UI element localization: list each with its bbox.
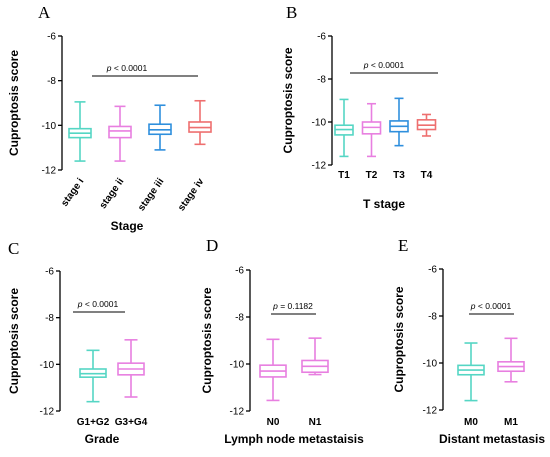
box-t1 [334,98,354,158]
p-value-text: < 0.0001 [83,299,119,309]
x-category-label: stage iii [136,176,166,213]
x-category-label: T2 [366,170,378,181]
y-axis-label: Cuproptosis score [7,50,21,156]
x-category-label: M1 [504,417,518,428]
p-symbol: p [106,63,112,73]
box-t3 [389,97,409,147]
y-tick-label: -6 [317,32,326,43]
box-stage-iv [188,99,212,146]
p-value-text: = 0.1182 [278,301,313,311]
y-tick-label: -12 [42,166,57,177]
y-tick-label: -6 [235,266,244,277]
y-tick-label: -8 [45,313,54,324]
p-symbol: p [363,60,369,70]
p-value-label: p = 0.1182 [272,301,313,311]
p-symbol: p [272,301,278,311]
panel-letter: E [398,236,408,255]
box-t4 [416,113,437,137]
y-tick-label: -10 [312,118,327,129]
panel-c: C -6 -8 -10 -12 Cuproptosis score G1+G2 G3+G4 Gr… [7,239,148,446]
box-g1-g2 [79,349,107,403]
panel-letter: B [286,3,297,22]
x-category-label: stage iv [176,176,207,213]
panel-e: E -6 -8 -10 -12 Cuproptosis score M0 M1 Distant … [392,236,545,446]
y-tick-label: -6 [428,265,437,276]
x-axis-label: Lymph node metastaisis [224,432,364,446]
y-tick-label: -8 [428,312,437,323]
x-category-label: G3+G4 [115,417,148,428]
box-t2 [361,102,382,158]
p-value-text: < 0.0001 [369,60,405,70]
x-axis-label: Stage [111,219,144,233]
x-axis-label: Distant metastasis [439,432,545,446]
x-category-label: M0 [464,417,478,428]
box-stage-ii [108,105,132,162]
panel-a: A -6 -8 -10 -12 Cuproptosis score stage i stage… [7,3,212,233]
box-n1 [301,337,329,376]
box-m0 [457,342,485,402]
y-tick-label: -10 [230,360,245,371]
x-category-label: stage i [59,176,86,208]
p-value-text: < 0.0001 [476,301,512,311]
x-category-label: G1+G2 [77,417,110,428]
x-category-label: T3 [393,170,405,181]
p-value-label: p < 0.0001 [77,299,119,309]
x-category-label: N1 [309,417,322,428]
y-axis-label: Cuproptosis score [392,286,406,392]
y-tick-label: -10 [40,360,55,371]
panel-d: D -6 -8 -10 -12 Cuproptosis score N0 N1 Lymph no… [200,236,364,446]
y-tick-label: -8 [235,313,244,324]
y-axis-label: Cuproptosis score [281,47,295,153]
box-m1 [497,337,525,383]
x-category-label: stage ii [98,176,127,211]
y-tick-label: -12 [312,161,327,172]
p-value-label: p < 0.0001 [106,63,148,73]
panel-letter: A [38,3,51,22]
y-tick-label: -8 [317,75,326,86]
y-axis-label: Cuproptosis score [200,287,214,393]
x-axis-label: T stage [363,197,405,211]
p-value-text: < 0.0001 [112,63,148,73]
panel-b: B -6 -8 -10 -12 Cuproptosis score T1 T2 T3 T4 T st… [281,3,438,211]
x-category-label: N0 [267,417,280,428]
y-tick-label: -6 [45,267,54,278]
box-n0 [259,338,287,402]
y-tick-label: -10 [423,359,438,370]
x-category-label: T4 [421,170,433,181]
y-tick-label: -12 [423,406,438,417]
y-tick-label: -8 [47,76,56,87]
y-axis-label: Cuproptosis score [7,288,21,394]
box-stage-iii [148,104,172,151]
box-body [108,125,132,139]
box-g3-g4 [117,339,145,398]
p-symbol: p [470,301,476,311]
p-symbol: p [77,299,83,309]
y-tick-label: -10 [42,121,57,132]
y-tick-label: -6 [47,32,56,43]
p-value-label: p < 0.0001 [470,301,512,311]
x-category-label: T1 [338,170,350,181]
panel-letter: C [8,239,19,258]
y-tick-label: -12 [230,407,245,418]
panel-letter: D [206,236,218,255]
y-tick-label: -12 [40,407,55,418]
x-axis-label: Grade [85,432,120,446]
p-value-label: p < 0.0001 [363,60,405,70]
box-stage-i [68,101,92,162]
